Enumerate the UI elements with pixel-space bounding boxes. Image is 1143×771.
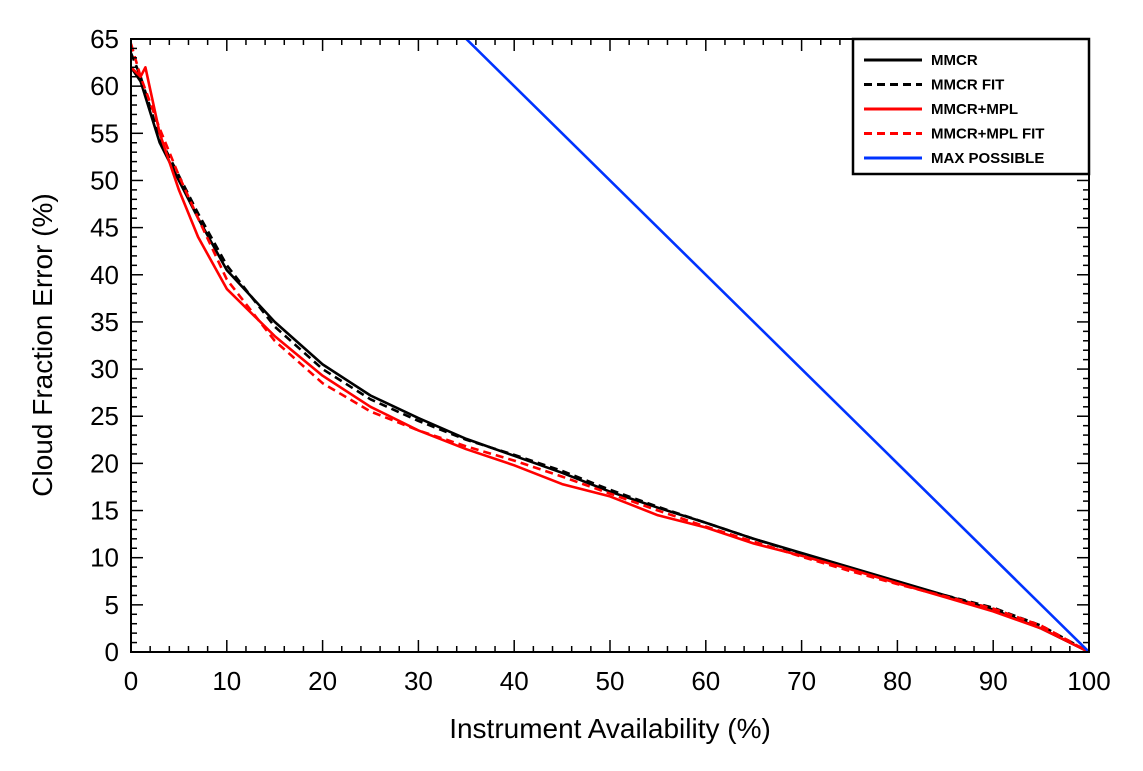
x-tick-label: 90	[979, 666, 1008, 696]
series-line-mmcr-mpl-fit	[131, 43, 1089, 652]
y-tick-label: 20	[90, 448, 119, 478]
y-tick-label: 10	[90, 543, 119, 573]
y-tick-label: 65	[90, 24, 119, 54]
y-tick-label: 25	[90, 401, 119, 431]
y-tick-label: 15	[90, 496, 119, 526]
legend-label: MMCR	[931, 52, 978, 69]
y-tick-label: 55	[90, 118, 119, 148]
x-tick-label: 0	[124, 666, 138, 696]
y-tick-label: 40	[90, 260, 119, 290]
tick-labels-layer: 0 10 20 30 40 50 60 70 80 90 100 0 5 10 15 20 25 30 35 40 45…	[90, 24, 1111, 696]
series-line-mmcr	[131, 66, 1089, 652]
y-axis-title: Cloud Fraction Error (%)	[27, 193, 58, 496]
x-tick-label: 10	[212, 666, 241, 696]
y-tick-label: 35	[90, 307, 119, 337]
x-tick-label: 20	[308, 666, 337, 696]
legend: MMCR MMCR FIT MMCR+MPL MMCR+MPL FIT MAX POSS…	[851, 37, 1091, 176]
x-tick-label: 50	[596, 666, 625, 696]
y-tick-label: 50	[90, 165, 119, 195]
series-layer	[131, 39, 1089, 652]
x-tick-label: 70	[787, 666, 816, 696]
y-tick-label: 5	[105, 590, 119, 620]
series-line-mmcr-fit	[131, 52, 1089, 652]
x-tick-label: 60	[691, 666, 720, 696]
x-tick-label: 100	[1067, 666, 1110, 696]
y-tick-label: 0	[105, 637, 119, 667]
x-axis-title: Instrument Availability (%)	[449, 713, 771, 744]
y-tick-label: 30	[90, 354, 119, 384]
x-tick-label: 30	[404, 666, 433, 696]
legend-label: MMCR FIT	[931, 77, 1004, 94]
legend-label: MMCR+MPL	[931, 101, 1018, 118]
y-tick-label: 45	[90, 213, 119, 243]
y-tick-label: 60	[90, 71, 119, 101]
legend-label: MAX POSSIBLE	[931, 150, 1044, 167]
legend-label: MMCR+MPL FIT	[931, 126, 1044, 143]
x-tick-label: 80	[883, 666, 912, 696]
x-tick-label: 40	[500, 666, 529, 696]
series-line-max-possible	[465, 39, 1089, 652]
